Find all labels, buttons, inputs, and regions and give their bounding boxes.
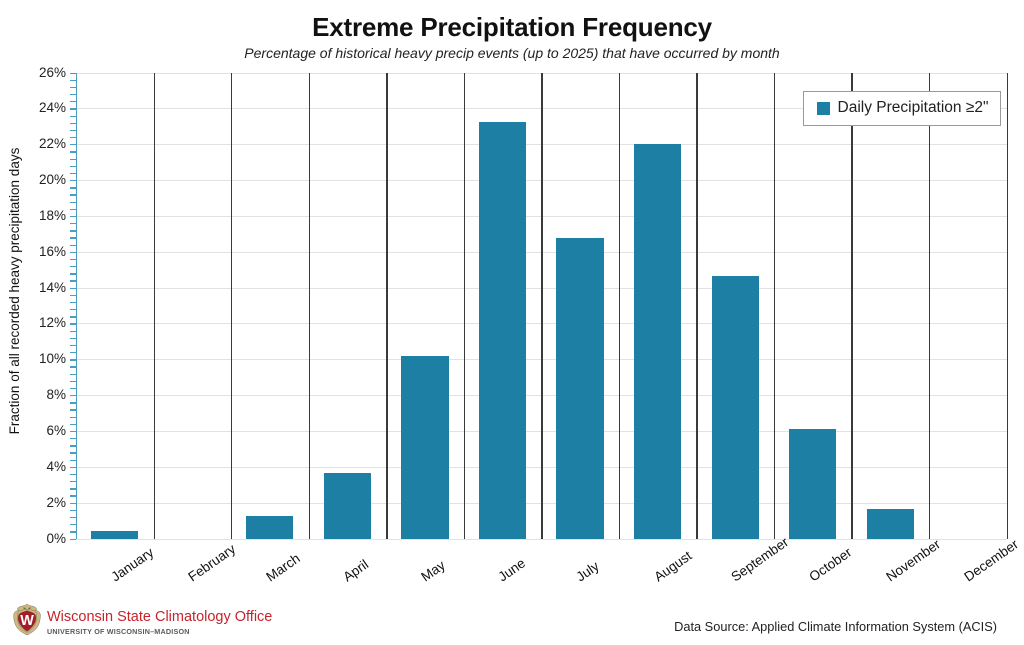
svg-text:W: W — [20, 613, 34, 629]
